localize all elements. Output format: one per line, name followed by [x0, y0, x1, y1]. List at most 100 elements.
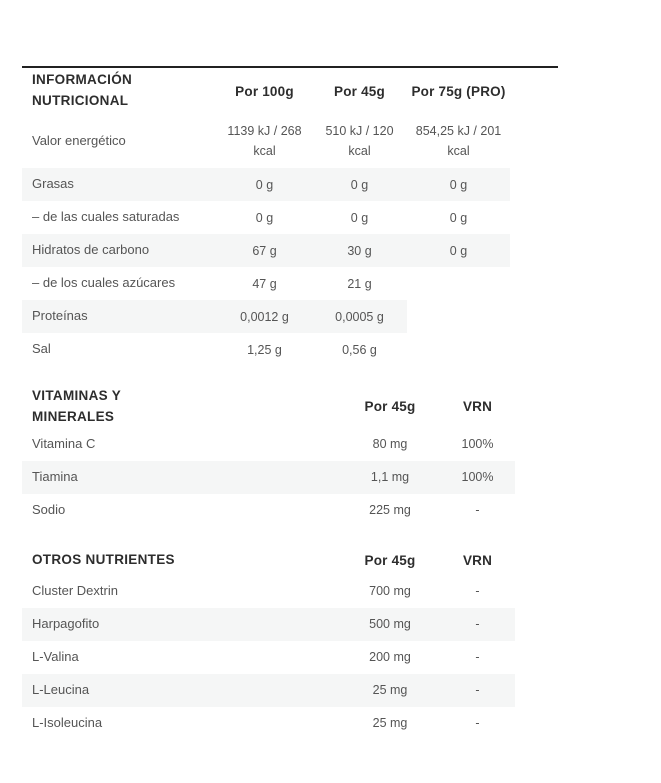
value-cell: 100%	[440, 460, 515, 494]
row-label-cell: Hidratos de carbono	[22, 234, 217, 267]
row-label-cell: Proteínas	[22, 300, 217, 333]
cell-value: -	[475, 584, 480, 599]
row-label: L-Leucina	[32, 682, 90, 698]
value-cell: 0 g	[217, 201, 312, 234]
value-cell: 1139 kJ / 268 kcal	[217, 114, 312, 168]
cell-value: 0 g	[350, 177, 369, 192]
row-label: L-Valina	[32, 649, 79, 665]
value-cell: 0,56 g	[312, 333, 407, 366]
cell-value: 25 mg	[372, 716, 408, 731]
column-header-label: Por 45g	[364, 399, 416, 415]
row-label-cell: – de las cuales saturadas	[22, 201, 217, 234]
cell-value: 500 mg	[369, 617, 411, 632]
row-label-cell: Sodio	[22, 494, 340, 527]
section-title-cell: OTROS NUTRIENTES	[22, 547, 340, 575]
value-cell: 25 mg	[340, 673, 440, 707]
cell-value: -	[475, 683, 480, 698]
cell-value: 200 mg	[369, 650, 411, 665]
row-label-cell: L-Leucina	[22, 673, 340, 707]
column-header-label: Por 45g	[334, 83, 385, 99]
table-row: Grasas 0 g 0 g 0 g	[22, 168, 558, 201]
cell-value: 1,25 g	[247, 342, 282, 357]
value-cell: 0 g	[312, 168, 407, 201]
cell-value: 100%	[461, 437, 494, 452]
row-label: Sodio	[32, 502, 66, 518]
value-cell: 30 g	[312, 234, 407, 267]
column-header-label: Por 45g	[364, 553, 416, 569]
cell-value: -	[475, 617, 480, 632]
value-cell: 0,0005 g	[312, 300, 407, 333]
nutrition-table-informacion-nutricional: INFORMACIÓN NUTRICIONAL Por 100g Por 45g Po…	[22, 66, 558, 366]
value-cell: 0 g	[217, 168, 312, 201]
cell-value: 0 g	[449, 177, 468, 192]
cell-value: 0 g	[449, 210, 468, 225]
cell-value: 0,56 g	[342, 342, 377, 357]
column-header: Por 100g	[217, 68, 312, 114]
row-label: Sal	[32, 341, 51, 357]
table-row: Valor energético 1139 kJ / 268 kcal 510 kJ…	[22, 114, 558, 168]
table-row: Sal 1,25 g 0,56 g	[22, 333, 558, 366]
cell-value: 80 mg	[372, 437, 408, 452]
value-cell: 0 g	[407, 168, 510, 201]
column-header: VRN	[440, 386, 515, 428]
value-cell: 0 g	[407, 234, 510, 267]
table-row: Sodio 225 mg -	[22, 494, 558, 527]
row-label: Cluster Dextrin	[32, 583, 118, 599]
row-label: Proteínas	[32, 308, 88, 324]
section-title-cell: INFORMACIÓN NUTRICIONAL	[22, 68, 217, 114]
row-label-cell: Vitamina C	[22, 428, 340, 461]
table-row: Hidratos de carbono 67 g 30 g 0 g	[22, 234, 558, 267]
row-label-cell: Tiamina	[22, 460, 340, 494]
section-title: INFORMACIÓN NUTRICIONAL	[32, 72, 133, 108]
cell-value: 0 g	[255, 177, 274, 192]
table-header-row: INFORMACIÓN NUTRICIONAL Por 100g Por 45g Po…	[22, 68, 558, 114]
value-cell: 100%	[440, 428, 515, 461]
value-cell: 21 g	[312, 267, 407, 300]
cell-value: 510 kJ / 120 kcal	[325, 124, 394, 158]
cell-value: -	[475, 650, 480, 665]
column-header-label: Por 75g (PRO)	[411, 83, 506, 99]
value-cell: 500 mg	[340, 607, 440, 641]
cell-value: 0 g	[350, 210, 369, 225]
value-cell: 225 mg	[340, 494, 440, 527]
row-label: L-Isoleucina	[32, 715, 103, 731]
value-cell: 200 mg	[340, 641, 440, 674]
value-cell: 80 mg	[340, 428, 440, 461]
value-cell: 67 g	[217, 234, 312, 267]
nutrition-table-otros-nutrientes: OTROS NUTRIENTES Por 45g VRN Cluster Dextri…	[22, 547, 558, 740]
table-row: L-Valina 200 mg -	[22, 641, 558, 674]
row-label-cell: L-Isoleucina	[22, 707, 340, 740]
table-row: Tiamina 1,1 mg 100%	[22, 460, 558, 494]
section-title: OTROS NUTRIENTES	[32, 552, 175, 568]
row-label-cell: Harpagofito	[22, 607, 340, 641]
cell-value: 1,1 mg	[370, 470, 410, 485]
row-label-cell: Grasas	[22, 168, 217, 201]
cell-value: 67 g	[252, 243, 277, 258]
row-label-cell: L-Valina	[22, 641, 340, 674]
value-cell: 25 mg	[340, 707, 440, 740]
row-label: Grasas	[32, 176, 74, 192]
cell-value: 0,0012 g	[240, 309, 289, 324]
value-cell: -	[440, 494, 515, 527]
row-label: Hidratos de carbono	[32, 242, 150, 258]
value-cell: 854,25 kJ / 201 kcal	[407, 114, 510, 168]
cell-value: 225 mg	[369, 503, 411, 518]
row-label: Harpagofito	[32, 616, 100, 632]
cell-value: -	[475, 503, 480, 518]
row-label: – de las cuales saturadas	[32, 209, 180, 225]
table-header-row: OTROS NUTRIENTES Por 45g VRN	[22, 547, 558, 575]
row-label-cell: Sal	[22, 333, 217, 366]
row-label: Tiamina	[32, 469, 78, 485]
cell-value: 0 g	[449, 243, 468, 258]
table-row: L-Isoleucina 25 mg -	[22, 707, 558, 740]
value-cell: -	[440, 707, 515, 740]
cell-value: 47 g	[252, 276, 277, 291]
cell-value: 0,0005 g	[335, 309, 384, 324]
row-label-cell: Valor energético	[22, 114, 217, 168]
cell-value: 854,25 kJ / 201 kcal	[415, 124, 502, 158]
table-header-row: VITAMINAS Y MINERALES Por 45g VRN	[22, 386, 558, 428]
value-cell: -	[440, 641, 515, 674]
row-label-cell: Cluster Dextrin	[22, 575, 340, 608]
column-header-label: VRN	[462, 553, 493, 569]
cell-value: 30 g	[347, 243, 372, 258]
